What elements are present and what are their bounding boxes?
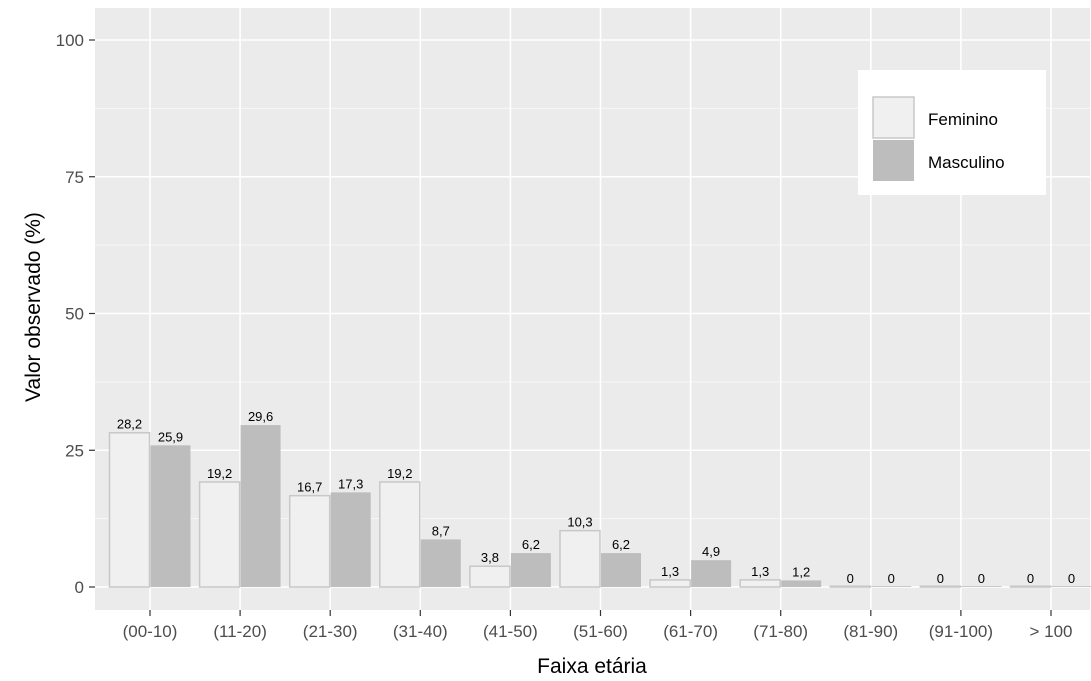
bar-masculino [691, 560, 732, 587]
x-tick-label: (71-80) [753, 622, 808, 641]
bar-masculino [150, 445, 191, 587]
x-axis-title: Faixa etária [537, 655, 647, 678]
data-label: 8,7 [432, 523, 450, 538]
bar-masculino [330, 492, 371, 587]
bar-masculino [240, 425, 281, 587]
data-label: 19,2 [387, 466, 412, 481]
y-axis-title: Valor observado (%) [22, 212, 45, 402]
bar-masculino [420, 539, 461, 587]
bar-masculino [1051, 586, 1091, 587]
x-axis: (00-10) (11-20) (21-30) (31-40) (41-50) (51-6… [123, 610, 1073, 641]
y-tick-label: 100 [56, 31, 84, 50]
data-label: 1,2 [792, 564, 810, 579]
legend: Feminino Masculino [858, 70, 1046, 195]
bar-feminino [919, 585, 962, 588]
bar-feminino [108, 431, 151, 588]
x-tick-label: (31-40) [393, 622, 448, 641]
data-label: 6,2 [522, 537, 540, 552]
bar-feminino [379, 481, 421, 588]
bar-masculino [510, 553, 551, 587]
x-tick-label: (81-90) [843, 622, 898, 641]
bar-masculino [871, 586, 912, 587]
bar-masculino [601, 553, 641, 587]
legend-label-masculino: Masculino [928, 153, 1005, 172]
y-tick-label: 50 [65, 305, 84, 324]
data-label: 25,9 [158, 429, 183, 444]
y-tick-label: 0 [75, 578, 84, 597]
bar-feminino [559, 529, 601, 588]
x-tick-label: (21-30) [303, 622, 358, 641]
bar-feminino [829, 585, 872, 588]
y-axis: 0 25 50 75 100 [56, 31, 95, 597]
bar-feminino [1009, 585, 1052, 588]
x-tick-label: (91-100) [929, 622, 993, 641]
bar-feminino [198, 481, 241, 588]
bars [108, 425, 1091, 588]
x-tick-label: (51-60) [573, 622, 628, 641]
data-label: 16,7 [297, 480, 322, 495]
bar-feminino [739, 579, 781, 588]
x-tick-label: (61-70) [663, 622, 718, 641]
bar-masculino [781, 580, 822, 587]
legend-key-feminino [872, 96, 915, 139]
x-tick-label: > 100 [1029, 622, 1072, 641]
data-label: 29,6 [248, 409, 273, 424]
data-label: 4,9 [702, 544, 720, 559]
x-tick-label: (41-50) [483, 622, 538, 641]
data-label: 3,8 [481, 550, 499, 565]
data-label: 0 [1068, 571, 1075, 586]
data-label: 0 [888, 571, 895, 586]
data-label: 6,2 [612, 537, 630, 552]
bar-feminino [469, 565, 511, 588]
x-tick-label: (00-10) [123, 622, 178, 641]
data-label: 0 [937, 571, 944, 586]
data-label: 17,3 [338, 476, 363, 491]
bar-feminino [649, 579, 691, 588]
y-tick-label: 25 [65, 441, 84, 460]
data-label: 1,3 [751, 564, 769, 579]
data-label: 0 [1027, 571, 1034, 586]
legend-key-masculino [873, 140, 914, 181]
data-label: 28,2 [117, 417, 142, 432]
bar-feminino [288, 494, 331, 588]
data-label: 1,3 [661, 564, 679, 579]
data-labels: 28,2 19,2 16,7 19,2 3,8 10,3 1,3 1,3 0 0 0 25,9 29,6… [117, 409, 1075, 586]
data-label: 0 [847, 571, 854, 586]
data-label: 10,3 [567, 515, 592, 530]
legend-label-feminino: Feminino [928, 110, 998, 129]
y-tick-label: 75 [65, 168, 84, 187]
data-label: 0 [978, 571, 985, 586]
x-tick-label: (11-20) [213, 622, 267, 641]
data-label: 19,2 [207, 466, 232, 481]
bar-masculino [961, 586, 1002, 587]
